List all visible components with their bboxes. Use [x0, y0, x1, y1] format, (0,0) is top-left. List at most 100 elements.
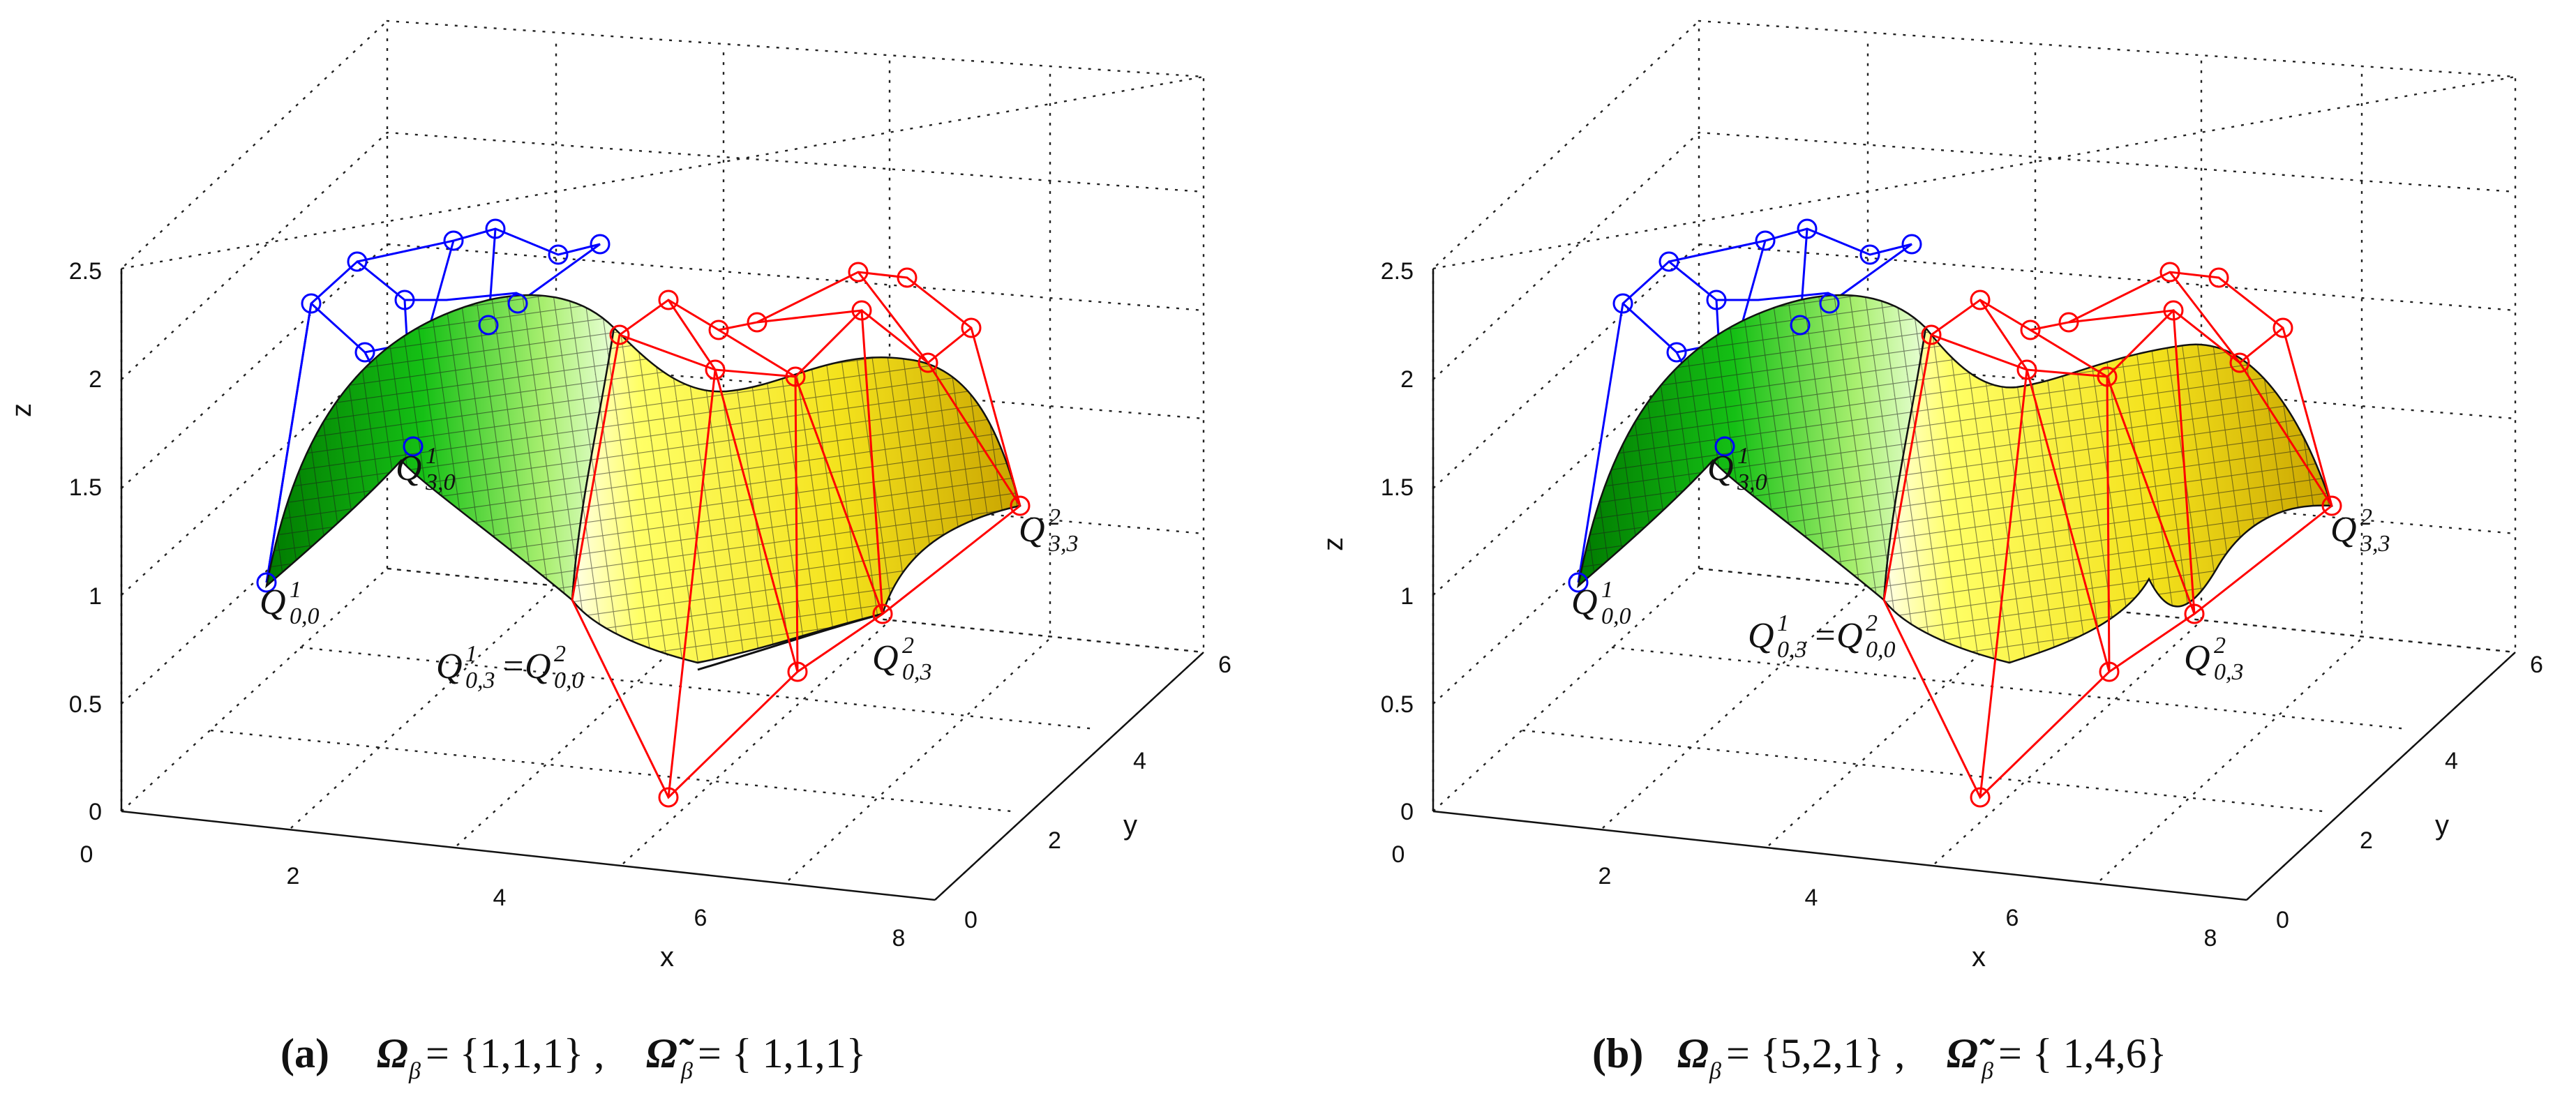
- svg-text:0,3: 0,3: [465, 668, 495, 693]
- svg-text:β: β: [1981, 1058, 1993, 1084]
- surface-mesh-1-a: [267, 295, 614, 600]
- svg-text:1: 1: [426, 443, 437, 469]
- svg-text:Q: Q: [2184, 638, 2210, 678]
- svg-text:2: 2: [554, 641, 566, 667]
- x-tick: 0: [1392, 841, 1405, 868]
- svg-text:2: 2: [1866, 610, 1878, 636]
- z-tick: 0.5: [69, 691, 102, 718]
- svg-text:3,0: 3,0: [1737, 469, 1767, 495]
- annotation-q1-00-b: Q 1 0,0: [1571, 577, 1631, 629]
- y-tick: 0: [2276, 907, 2289, 933]
- annotation-q1-03-b: Q 1 0,3 = Q 2 0,0: [1748, 610, 1896, 663]
- y-axis-label-b: y: [2435, 810, 2449, 841]
- x-axis-line-a: [121, 810, 936, 901]
- z-axis-label-b: z: [1318, 537, 1349, 551]
- x-axis-label-b: x: [1972, 942, 1986, 972]
- svg-text:2: 2: [2214, 633, 2226, 659]
- x-tick: 6: [694, 905, 707, 931]
- y-axis-label-a: y: [1123, 810, 1137, 841]
- z-tick: 0: [89, 799, 102, 825]
- control-net-2-a: [571, 271, 1021, 799]
- svg-text:=: =: [1813, 616, 1837, 656]
- y-tick: 2: [2360, 827, 2373, 854]
- z-tick: 2.5: [69, 258, 102, 285]
- svg-text:1: 1: [1737, 443, 1749, 469]
- svg-text:β: β: [1709, 1058, 1721, 1084]
- caption-b: (b) Ω β = {5,2,1} , Ω̃ β = { 1,4,6}: [1592, 1030, 2166, 1084]
- x-ticks-b: 0 2 4 6 8: [1392, 841, 2217, 952]
- z-tick: 2: [89, 366, 102, 393]
- svg-text:Ω: Ω: [1677, 1030, 1709, 1076]
- z-tick: 1.5: [1381, 474, 1414, 501]
- y-axis-line-b: [2246, 652, 2516, 901]
- surface-a: [265, 294, 1021, 671]
- svg-text:Q: Q: [260, 582, 286, 622]
- svg-text:= {1,1,1} ,: = {1,1,1} ,: [426, 1030, 604, 1076]
- svg-text:1: 1: [1601, 577, 1613, 603]
- z-tick: 2: [1400, 366, 1414, 393]
- annotation-q2-03-a: Q 2 0,3: [872, 633, 932, 685]
- y-tick: 2: [1048, 827, 1061, 854]
- control-points-1-b: [1568, 218, 1922, 593]
- svg-text:Q: Q: [1748, 616, 1774, 656]
- annotation-q1-30-a: Q 1 3,0: [396, 443, 456, 495]
- z-tick: 1.5: [69, 474, 102, 501]
- svg-text:0,3: 0,3: [902, 659, 932, 685]
- svg-text:Q: Q: [1707, 449, 1734, 488]
- x-tick: 4: [1805, 885, 1818, 911]
- svg-text:Q: Q: [1571, 582, 1598, 622]
- panel-a: 0 0.5 1 1.5 2 2.5 z 0 2 4 6 8 x 0 2 4 6 …: [6, 20, 1231, 1084]
- svg-text:Q: Q: [396, 449, 422, 488]
- z-tick: 0.5: [1381, 691, 1414, 718]
- svg-text:β: β: [408, 1058, 421, 1084]
- svg-text:= { 1,1,1}: = { 1,1,1}: [698, 1030, 866, 1076]
- svg-text:0,0: 0,0: [1601, 603, 1631, 629]
- svg-text:= {5,2,1} ,: = {5,2,1} ,: [1726, 1030, 1905, 1076]
- svg-text:2: 2: [902, 633, 914, 659]
- y-ticks-b: 0 2 4 6: [2276, 652, 2543, 933]
- z-ticks-b: 0 0.5 1 1.5 2 2.5: [1381, 258, 1414, 825]
- svg-text:Q: Q: [2330, 510, 2357, 550]
- svg-text:Q: Q: [436, 647, 463, 686]
- z-axis-label-a: z: [6, 403, 37, 417]
- surface-mesh-1-b: [1578, 295, 1926, 600]
- y-tick: 0: [964, 907, 978, 933]
- svg-text:= { 1,4,6}: = { 1,4,6}: [1998, 1030, 2166, 1076]
- panel-label-a: (a): [280, 1030, 329, 1076]
- svg-text:Q: Q: [525, 647, 551, 686]
- z-tick: 0: [1400, 799, 1414, 825]
- svg-text:0,3: 0,3: [1777, 637, 1807, 663]
- x-tick: 8: [892, 925, 906, 952]
- svg-text:0,0: 0,0: [1866, 637, 1896, 663]
- z-tick: 2.5: [1381, 258, 1414, 285]
- x-axis-label-a: x: [660, 942, 674, 972]
- x-ticks-a: 0 2 4 6 8: [80, 841, 906, 952]
- z-ticks-a: 0 0.5 1 1.5 2 2.5: [69, 258, 102, 825]
- svg-text:0,3: 0,3: [2214, 659, 2244, 685]
- x-tick: 6: [2006, 905, 2019, 931]
- svg-text:2: 2: [1049, 504, 1061, 530]
- x-tick: 2: [1598, 863, 1612, 889]
- annotation-q2-33-a: Q 2 3,3: [1019, 504, 1079, 557]
- caption-a: (a) Ω β = {1,1,1} , Ω̃ β = { 1,1,1}: [280, 1030, 866, 1084]
- y-ticks-a: 0 2 4 6: [964, 652, 1231, 933]
- control-points-2-a: [609, 262, 1031, 808]
- y-axis-line-a: [934, 652, 1204, 901]
- x-tick: 2: [287, 863, 300, 889]
- y-tick: 6: [2530, 652, 2543, 678]
- svg-text:β: β: [680, 1058, 693, 1084]
- z-tick: 1: [1400, 583, 1414, 610]
- annotation-q2-03-b: Q 2 0,3: [2184, 633, 2244, 685]
- x-tick: 4: [493, 885, 507, 911]
- svg-text:1: 1: [465, 641, 477, 667]
- annotation-q2-33-b: Q 2 3,3: [2330, 504, 2390, 557]
- y-tick: 4: [2445, 748, 2458, 774]
- svg-text:Q: Q: [1836, 616, 1863, 656]
- annotation-q1-30-b: Q 1 3,0: [1707, 443, 1767, 495]
- svg-text:1: 1: [290, 577, 301, 603]
- svg-text:3,3: 3,3: [1048, 531, 1079, 557]
- annotation-q1-03-a: Q 1 0,3 = Q 2 0,0: [436, 641, 584, 693]
- svg-text:Q: Q: [872, 638, 899, 678]
- svg-text:3,3: 3,3: [2360, 531, 2390, 557]
